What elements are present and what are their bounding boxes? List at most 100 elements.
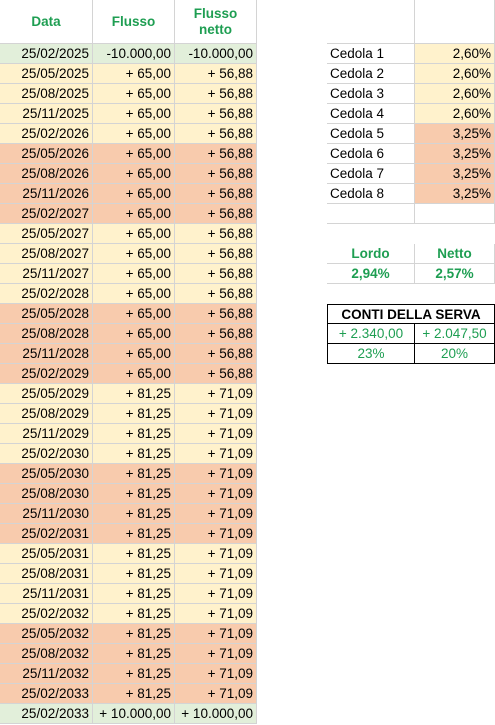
date-cell: 25/05/2028 [0, 304, 93, 324]
cedola-rate: 3,25% [415, 164, 495, 184]
cedola-rate: 3,25% [415, 144, 495, 164]
netto-cell: -10.000,00 [175, 44, 257, 64]
netto-cell: + 71,09 [175, 384, 257, 404]
date-cell: 25/02/2026 [0, 124, 93, 144]
date-cell: 25/08/2031 [0, 564, 93, 584]
flusso-cell: + 65,00 [93, 204, 175, 224]
conti-title: CONTI DELLA SERVA [327, 304, 495, 324]
netto-cell: + 56,88 [175, 84, 257, 104]
netto-cell: + 71,09 [175, 564, 257, 584]
netto-cell: + 56,88 [175, 304, 257, 324]
date-cell: 25/08/2028 [0, 324, 93, 344]
netto-cell: + 56,88 [175, 324, 257, 344]
date-cell: 25/08/2032 [0, 644, 93, 664]
date-cell: 25/11/2026 [0, 184, 93, 204]
date-cell: 25/02/2029 [0, 364, 93, 384]
flusso-cell: + 81,25 [93, 624, 175, 644]
conti-total: + 2.340,00 [327, 324, 415, 344]
date-cell: 25/08/2029 [0, 404, 93, 424]
netto-cell: + 71,09 [175, 664, 257, 684]
cedola-label: Cedola 1 [327, 44, 415, 64]
flusso-cell: + 65,00 [93, 104, 175, 124]
netto-cell: + 56,88 [175, 164, 257, 184]
flusso-cell: + 65,00 [93, 64, 175, 84]
date-cell: 25/02/2033 [0, 684, 93, 704]
flusso-cell: + 65,00 [93, 244, 175, 264]
date-cell: 25/02/2025 [0, 44, 93, 64]
flusso-cell: + 65,00 [93, 144, 175, 164]
netto-cell: + 56,88 [175, 264, 257, 284]
date-cell: 25/11/2025 [0, 104, 93, 124]
netto-cell: + 71,09 [175, 604, 257, 624]
cedola-rate: 2,60% [415, 44, 495, 64]
flusso-cell: + 81,25 [93, 484, 175, 504]
conti-total: + 2.047,50 [415, 324, 495, 344]
yield-value: 2,57% [415, 264, 495, 284]
netto-cell: + 56,88 [175, 284, 257, 304]
column-header: Data [0, 0, 93, 44]
cedola-label: Cedola 6 [327, 144, 415, 164]
cedola-rate: 2,60% [415, 84, 495, 104]
cedola-label: Cedola 4 [327, 104, 415, 124]
netto-cell: + 56,88 [175, 344, 257, 364]
date-cell: 25/05/2031 [0, 544, 93, 564]
flusso-cell: + 65,00 [93, 184, 175, 204]
flusso-cell: + 10.000,00 [93, 704, 175, 724]
date-cell: 25/08/2025 [0, 84, 93, 104]
cell [327, 0, 415, 44]
date-cell: 25/11/2031 [0, 584, 93, 604]
flusso-cell: + 65,00 [93, 344, 175, 364]
netto-cell: + 71,09 [175, 584, 257, 604]
flusso-cell: + 65,00 [93, 284, 175, 304]
cedola-rate: 2,60% [415, 64, 495, 84]
netto-cell: + 56,88 [175, 184, 257, 204]
date-cell: 25/08/2027 [0, 244, 93, 264]
netto-cell: + 71,09 [175, 464, 257, 484]
flusso-cell: + 81,25 [93, 464, 175, 484]
netto-cell: + 10.000,00 [175, 704, 257, 724]
conti-percent: 20% [415, 344, 495, 364]
flusso-cell: + 81,25 [93, 644, 175, 664]
flusso-cell: + 81,25 [93, 684, 175, 704]
netto-cell: + 56,88 [175, 124, 257, 144]
column-header: Flusso netto [175, 0, 257, 44]
cell [327, 204, 415, 224]
netto-cell: + 71,09 [175, 624, 257, 644]
date-cell: 25/11/2029 [0, 424, 93, 444]
flusso-cell: + 81,25 [93, 544, 175, 564]
flusso-cell: + 65,00 [93, 364, 175, 384]
date-cell: 25/02/2030 [0, 444, 93, 464]
netto-cell: + 71,09 [175, 424, 257, 444]
flusso-cell: + 65,00 [93, 224, 175, 244]
cedola-rate: 2,60% [415, 104, 495, 124]
cedola-label: Cedola 2 [327, 64, 415, 84]
netto-cell: + 56,88 [175, 64, 257, 84]
flusso-cell: + 81,25 [93, 604, 175, 624]
date-cell: 25/02/2031 [0, 524, 93, 544]
date-cell: 25/11/2027 [0, 264, 93, 284]
yield-value: 2,94% [327, 264, 415, 284]
date-cell: 25/05/2025 [0, 64, 93, 84]
date-cell: 25/11/2028 [0, 344, 93, 364]
netto-cell: + 71,09 [175, 684, 257, 704]
netto-cell: + 71,09 [175, 484, 257, 504]
date-cell: 25/02/2032 [0, 604, 93, 624]
flusso-cell: + 81,25 [93, 424, 175, 444]
date-cell: 25/02/2027 [0, 204, 93, 224]
flusso-cell: + 81,25 [93, 504, 175, 524]
date-cell: 25/08/2026 [0, 164, 93, 184]
flusso-cell: + 65,00 [93, 124, 175, 144]
flusso-cell: + 65,00 [93, 164, 175, 184]
flusso-cell: + 81,25 [93, 664, 175, 684]
flusso-cell: + 81,25 [93, 404, 175, 424]
flusso-cell: + 65,00 [93, 84, 175, 104]
cedola-label: Cedola 3 [327, 84, 415, 104]
date-cell: 25/05/2030 [0, 464, 93, 484]
column-header: Flusso [93, 0, 175, 44]
cedola-label: Cedola 5 [327, 124, 415, 144]
date-cell: 25/08/2030 [0, 484, 93, 504]
flusso-cell: + 81,25 [93, 524, 175, 544]
conti-percent: 23% [327, 344, 415, 364]
date-cell: 25/05/2032 [0, 624, 93, 644]
netto-cell: + 56,88 [175, 364, 257, 384]
